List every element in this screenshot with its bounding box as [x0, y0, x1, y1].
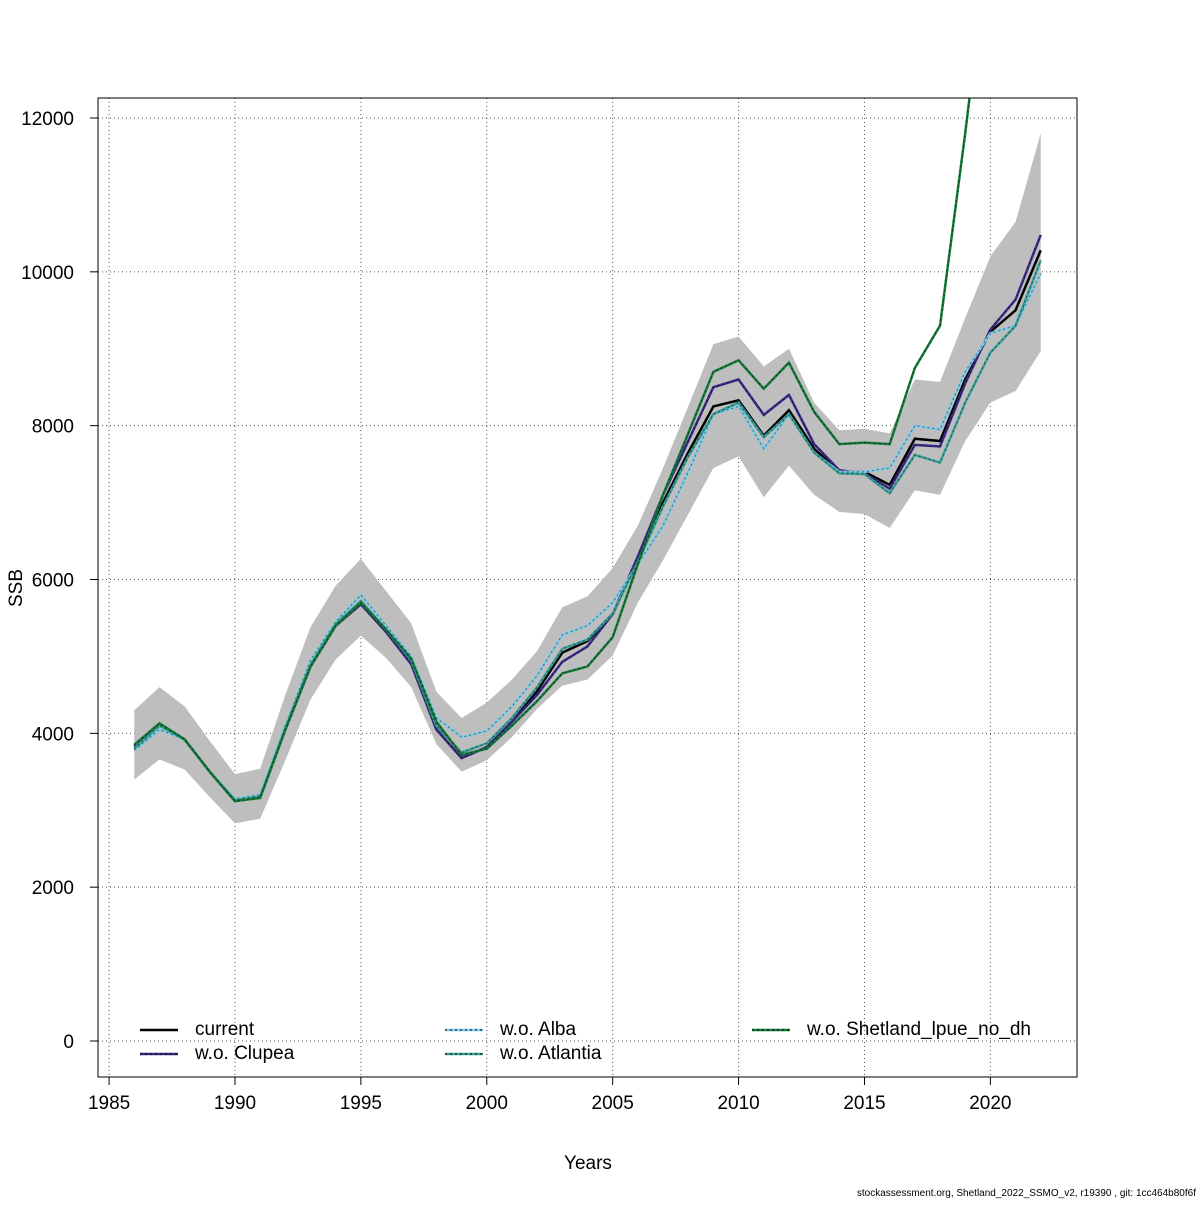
x-tick-label: 1995: [340, 1093, 382, 1114]
y-tick-label: 2000: [32, 878, 74, 899]
y-tick-label: 12000: [21, 109, 74, 130]
series-line-overlay: [133, 273, 1042, 800]
x-tick-label: 1990: [214, 1093, 256, 1114]
series-line-overlay: [133, 234, 1042, 802]
y-axis-label: SSB: [6, 569, 27, 607]
series-line: [133, 259, 1042, 802]
series-line: [133, 272, 1042, 801]
y-tick-label: 6000: [32, 571, 74, 592]
x-tick-label: 1985: [88, 1093, 130, 1114]
legend-label: w.o. Shetland_lpue_no_dh: [806, 1019, 1031, 1040]
legend-label: w.o. Alba: [499, 1019, 576, 1040]
x-axis-label: Years: [564, 1153, 612, 1174]
y-tick-label: 8000: [32, 417, 74, 438]
x-tick-label: 2000: [466, 1093, 508, 1114]
y-tick-label: 4000: [32, 724, 74, 745]
x-tick-label: 2015: [843, 1093, 885, 1114]
footer: stockassessment.org, Shetland_2022_SSMO_…: [857, 1188, 1196, 1199]
legend-label: current: [195, 1019, 255, 1040]
x-tick-label: 2020: [969, 1093, 1011, 1114]
x-tick-label: 2005: [592, 1093, 634, 1114]
series-line-overlay: [133, 98, 970, 802]
series-line: [133, 234, 1042, 803]
series-line: [133, 98, 971, 803]
plot-area: [133, 98, 1042, 824]
x-tick-label: 2010: [717, 1093, 759, 1114]
legend-label: w.o. Atlantia: [499, 1043, 602, 1064]
y-tick-label: 0: [63, 1032, 74, 1053]
series-line: [133, 249, 1042, 803]
legend-label: w.o. Clupea: [194, 1043, 295, 1064]
y-tick-label: 10000: [21, 263, 74, 284]
plot-frame: [97, 97, 1078, 1078]
confidence-band: [134, 133, 1041, 824]
series-line-overlay: [133, 260, 1042, 801]
